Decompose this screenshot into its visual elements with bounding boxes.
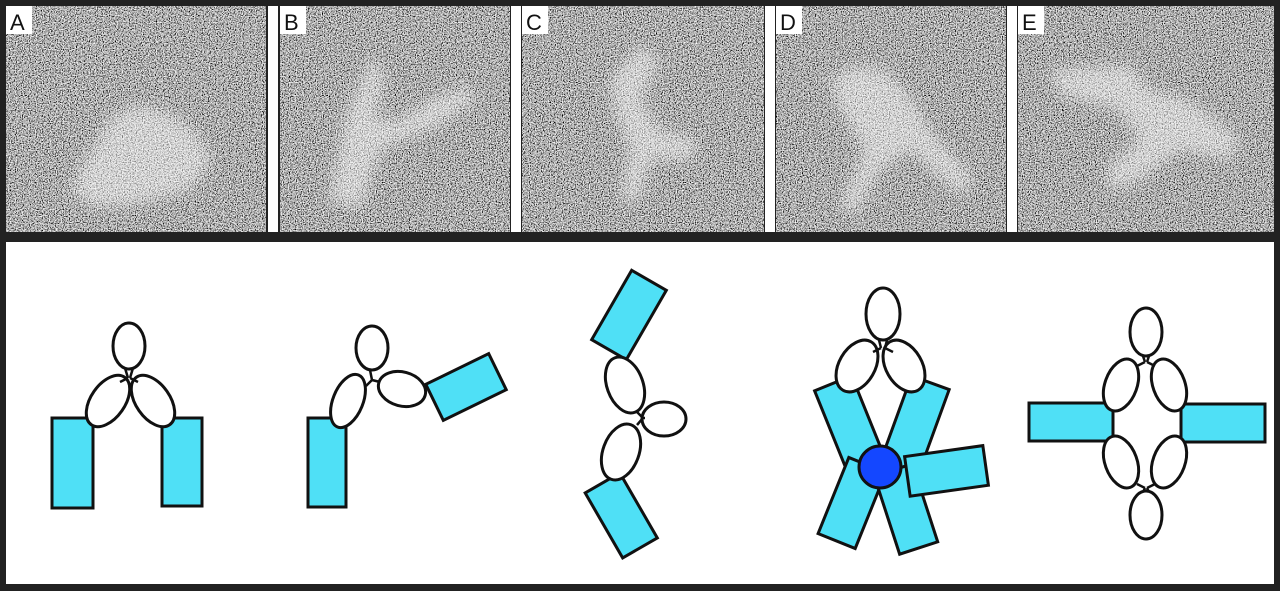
- panel-label-box-e: [1018, 6, 1044, 34]
- domain-ellipse: [129, 373, 177, 429]
- separator: [268, 6, 278, 232]
- schematic-e: [1027, 306, 1267, 541]
- domain-rect: [1179, 402, 1267, 444]
- domain-ellipse: [84, 373, 132, 429]
- panel-label-b: B: [284, 10, 299, 35]
- domain-ellipse: [1101, 434, 1141, 490]
- domain-rect: [423, 351, 509, 423]
- domain-ellipse: [111, 321, 147, 371]
- linker: [1136, 482, 1156, 493]
- schematic-a: [50, 321, 204, 510]
- domain-rect: [583, 470, 660, 560]
- panel-label-box-d: [776, 6, 802, 34]
- panel-label-d: D: [780, 10, 796, 35]
- domain-ellipse: [1128, 306, 1164, 358]
- panel-label-a: A: [10, 10, 25, 35]
- linker: [1136, 355, 1156, 368]
- linker: [872, 339, 894, 354]
- domain-rect: [50, 416, 95, 510]
- micrograph-e: E: [1018, 6, 1274, 232]
- domain-ellipse: [640, 400, 688, 438]
- domain-ellipse: [834, 338, 880, 394]
- linker: [119, 367, 139, 384]
- linker: [365, 369, 381, 387]
- schematic-row: [50, 268, 1267, 560]
- panel-label-box-c: [522, 6, 548, 34]
- schematic-d: [812, 286, 991, 557]
- domain-ellipse: [354, 324, 390, 372]
- domain-ellipse: [1149, 434, 1189, 490]
- domain-ellipse: [599, 422, 643, 482]
- hub-circle: [857, 444, 903, 490]
- panel-label-box-b: [280, 6, 306, 34]
- micrograph-a: A: [6, 6, 266, 232]
- schematic-c: [583, 268, 688, 560]
- panel-label-c: C: [526, 10, 542, 35]
- panel-label-e: E: [1022, 10, 1037, 35]
- domain-ellipse: [864, 286, 902, 342]
- linker: [636, 411, 645, 426]
- domain-ellipse: [603, 355, 647, 415]
- domain-ellipse: [1128, 489, 1164, 541]
- separator: [511, 6, 521, 232]
- domain-rect: [902, 443, 991, 498]
- domain-ellipse: [329, 372, 367, 430]
- domain-ellipse: [1101, 357, 1141, 413]
- separator: [1007, 6, 1017, 232]
- separator: [765, 6, 775, 232]
- domain-rect: [1027, 401, 1115, 443]
- micrograph-c: C: [522, 6, 764, 232]
- micrograph-row: A B C D: [6, 6, 1274, 232]
- domain-rect: [306, 416, 348, 509]
- panel-label-box-a: [6, 6, 32, 34]
- domain-ellipse: [1149, 357, 1189, 413]
- schematic-b: [306, 324, 509, 509]
- domain-rect: [160, 416, 204, 508]
- micrograph-b: B: [280, 6, 510, 232]
- domain-rect: [589, 268, 669, 362]
- micrograph-d: D: [776, 6, 1006, 232]
- domain-ellipse: [881, 338, 927, 394]
